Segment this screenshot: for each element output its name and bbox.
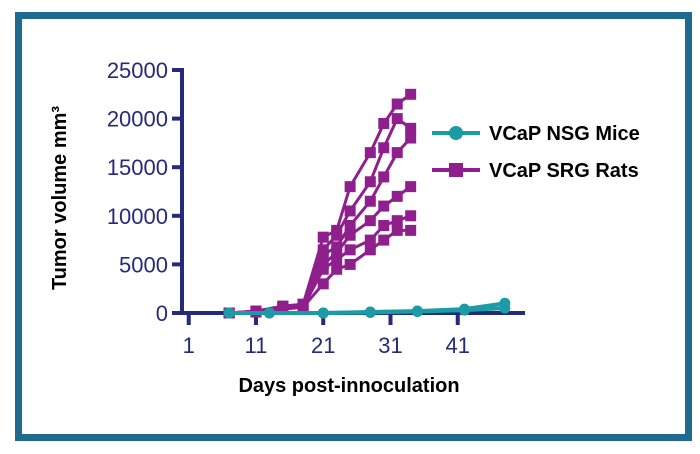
data-point-rats xyxy=(364,147,376,159)
series-rats xyxy=(223,88,417,319)
data-point-mice xyxy=(499,302,511,314)
data-point-mice xyxy=(263,307,275,319)
data-point-mice xyxy=(364,307,376,319)
y-tick-label: 0 xyxy=(156,301,168,326)
data-point-rats xyxy=(378,200,390,212)
x-tick-label: 41 xyxy=(446,333,470,358)
legend-marker-rats xyxy=(449,163,463,177)
data-point-rats xyxy=(331,241,343,253)
data-point-mice xyxy=(223,307,235,319)
data-point-rats xyxy=(378,117,390,129)
x-tick-label: 11 xyxy=(245,333,268,358)
legend-label-mice: VCaP NSG Mice xyxy=(489,123,640,145)
data-point-rats xyxy=(317,263,329,275)
data-point-rats xyxy=(364,215,376,227)
data-point-rats xyxy=(405,132,417,144)
data-point-rats xyxy=(344,229,356,241)
data-point-rats xyxy=(317,231,329,243)
data-point-rats xyxy=(391,190,403,202)
legend-label-rats: VCaP SRG Rats xyxy=(489,160,639,182)
data-point-rats xyxy=(297,301,309,313)
data-point-rats xyxy=(364,176,376,188)
y-tick-label: 5000 xyxy=(119,252,168,277)
plot-area xyxy=(223,88,511,319)
data-point-rats xyxy=(331,229,343,241)
data-point-rats xyxy=(391,215,403,227)
data-point-rats xyxy=(344,258,356,270)
data-point-rats xyxy=(344,181,356,193)
data-point-rats xyxy=(331,247,343,259)
data-point-rats xyxy=(331,254,343,266)
y-tick-label: 15000 xyxy=(107,155,168,180)
series-mice xyxy=(223,297,511,319)
data-point-rats xyxy=(378,171,390,183)
x-tick-label: 21 xyxy=(311,333,335,358)
x-axis-ticks: 1 11 21 31 41 xyxy=(183,313,470,358)
data-point-rats xyxy=(391,147,403,159)
data-point-rats xyxy=(378,220,390,232)
data-point-rats xyxy=(391,98,403,110)
data-point-rats xyxy=(391,224,403,236)
data-point-rats xyxy=(364,195,376,207)
data-point-rats xyxy=(378,234,390,246)
data-point-rats xyxy=(391,113,403,125)
data-point-rats xyxy=(344,205,356,217)
data-point-rats xyxy=(344,220,356,232)
x-tick-label: 1 xyxy=(183,333,195,358)
data-point-rats xyxy=(331,263,343,275)
legend-marker-mice xyxy=(449,126,463,140)
data-point-rats xyxy=(344,244,356,256)
x-tick-label: 31 xyxy=(378,333,402,358)
x-axis-label: Days post-innoculation xyxy=(238,375,459,397)
data-point-rats xyxy=(405,210,417,222)
data-point-mice xyxy=(458,304,470,316)
data-point-rats xyxy=(378,142,390,154)
legend: VCaP NSG Mice VCaP SRG Rats xyxy=(432,123,640,182)
y-axis-label: Tumor volume mm³ xyxy=(49,106,71,290)
data-point-mice xyxy=(411,306,423,318)
data-point-rats xyxy=(364,234,376,246)
data-point-rats xyxy=(317,278,329,290)
data-point-rats xyxy=(317,249,329,261)
data-point-mice xyxy=(317,307,329,319)
y-axis-ticks: 0 5000 10000 15000 20000 25000 xyxy=(107,58,182,326)
y-tick-label: 10000 xyxy=(107,204,168,229)
y-tick-label: 20000 xyxy=(107,107,168,132)
data-point-rats xyxy=(277,303,289,315)
data-point-rats xyxy=(364,244,376,256)
data-point-rats xyxy=(405,122,417,134)
y-tick-label: 25000 xyxy=(107,58,168,83)
data-point-rats xyxy=(405,88,417,100)
data-point-rats xyxy=(405,224,417,236)
data-point-rats xyxy=(405,181,417,193)
